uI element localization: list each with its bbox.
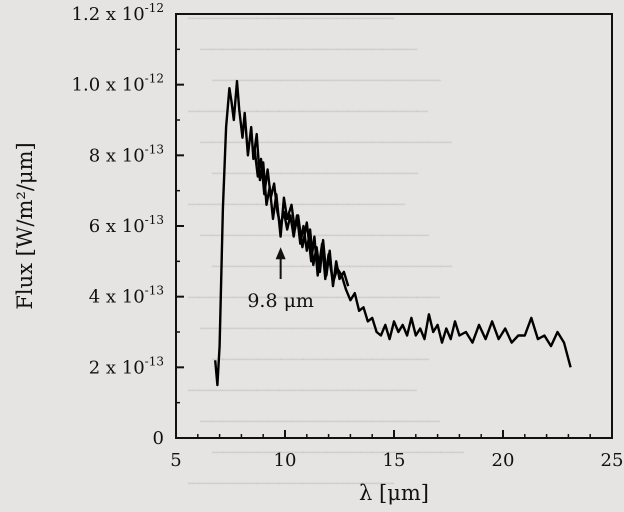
x-tick-label: 25 <box>601 450 624 471</box>
y-tick-label: 8 x 10-13 <box>89 142 164 166</box>
y-tick-label: 0 <box>153 428 164 449</box>
y-tick-label: 1.0 x 10-12 <box>72 72 164 96</box>
annotation-group: 9.8 μm <box>247 247 314 312</box>
annotation-label: 9.8 μm <box>247 290 314 312</box>
spectrum-line-1 <box>214 79 572 387</box>
x-axis-title: λ [μm] <box>359 481 429 505</box>
y-tick-label: 1.2 x 10-12 <box>72 1 164 25</box>
arrow-up-icon <box>275 247 286 260</box>
x-axis: 5 10 15 20 25 <box>170 430 623 471</box>
series-group <box>214 79 572 387</box>
plot-frame <box>175 13 613 439</box>
y-tick-label: 2 x 10-13 <box>89 354 164 378</box>
x-tick-label: 15 <box>383 450 406 471</box>
y-axis: 0 2 x 10-13 4 x 10-13 6 x 10-13 8 x 10-13 1.0… <box>72 1 184 449</box>
y-tick-label: 4 x 10-13 <box>89 284 164 308</box>
spectrum-line-2 <box>253 148 350 288</box>
x-tick-label: 20 <box>492 450 515 471</box>
y-tick-label: 6 x 10-13 <box>89 213 164 237</box>
x-tick-label: 5 <box>170 450 181 471</box>
y-axis-title: Flux [W/m²/μm] <box>13 142 37 309</box>
x-tick-label: 10 <box>274 450 297 471</box>
